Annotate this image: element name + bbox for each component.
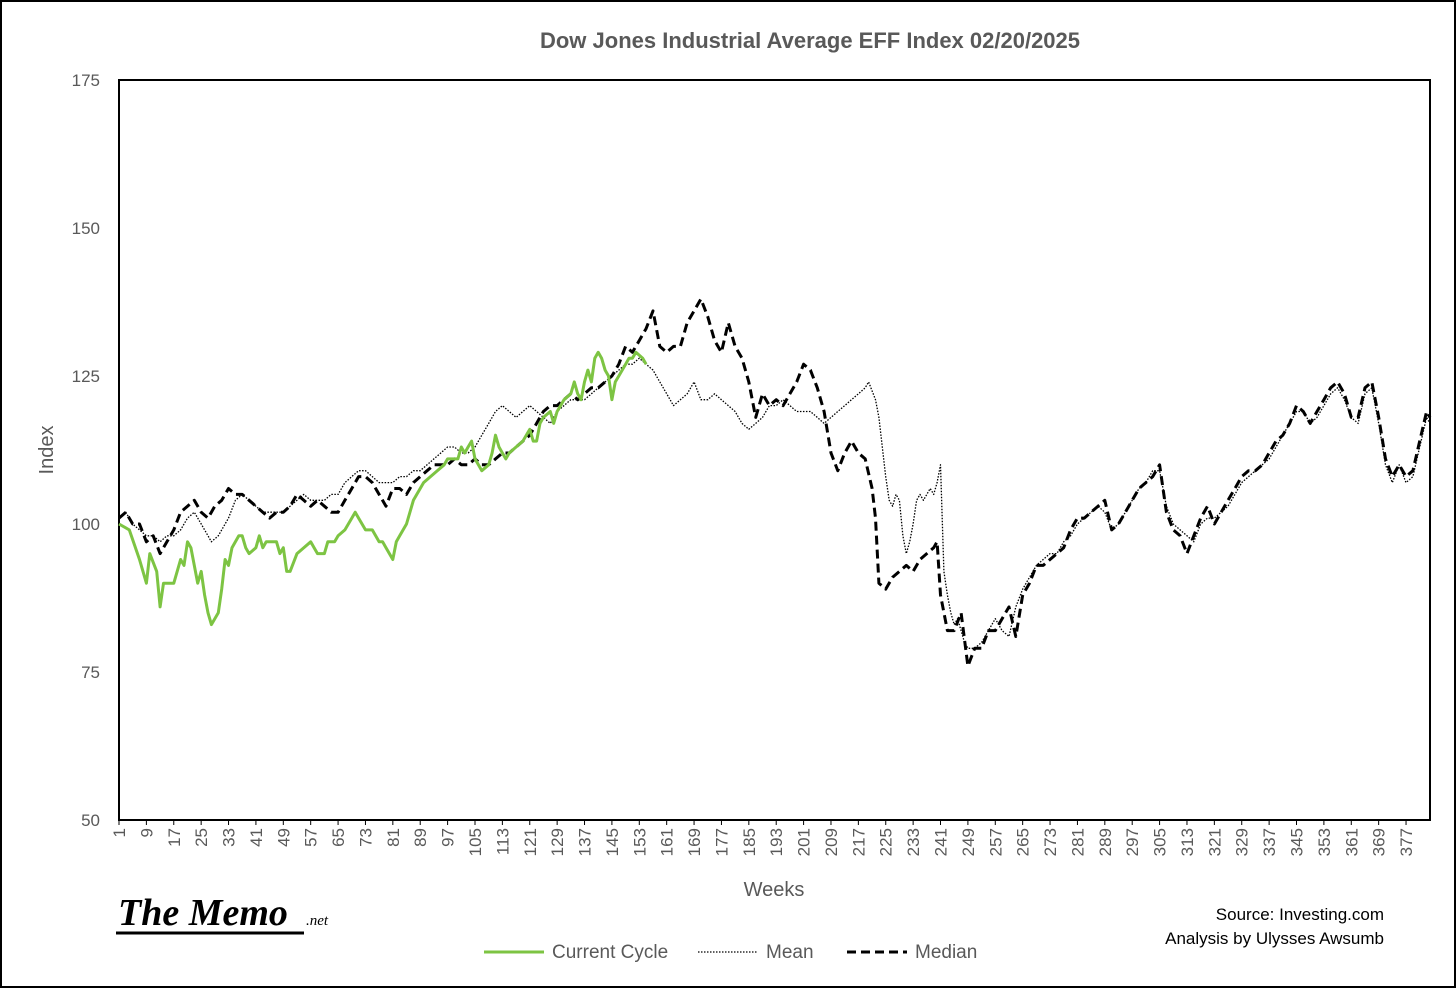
y-tick-label: 50: [81, 811, 100, 830]
x-tick-label: 225: [877, 828, 896, 856]
x-tick-label: 113: [493, 828, 512, 855]
legend-label: Mean: [766, 942, 814, 963]
x-tick-label: 169: [685, 828, 704, 856]
x-tick-label: 313: [1178, 828, 1197, 856]
x-tick-label: 201: [795, 828, 814, 856]
analysis-credit: Analysis by Ulysses Awsumb: [1165, 929, 1384, 948]
x-axis-ticks: 1 9 17 25 33 41 49 57 65 73 81 89 97 105 113 121 129 137 1…: [110, 820, 1416, 856]
legend: Current Cycle Mean Median: [484, 942, 977, 963]
brand-logo: The Memo .net: [116, 892, 329, 935]
source-text: Source: Investing.com: [1216, 905, 1384, 924]
legend-label: Current Cycle: [552, 942, 668, 963]
x-tick-label: 41: [247, 828, 266, 847]
x-tick-label: 217: [849, 828, 868, 856]
x-tick-label: 273: [1041, 828, 1060, 856]
x-tick-label: 105: [466, 828, 485, 856]
series-line-median: [118, 297, 1432, 668]
chart-title: Dow Jones Industrial Average EFF Index 0…: [540, 28, 1080, 53]
x-tick-label: 121: [521, 828, 540, 856]
y-tick-label: 150: [72, 219, 100, 238]
brand-suffix: .net: [306, 913, 329, 929]
x-tick-label: 9: [137, 828, 156, 837]
y-tick-label: 75: [81, 663, 100, 682]
x-tick-label: 321: [1205, 828, 1224, 856]
x-tick-label: 81: [384, 828, 403, 847]
brand-name: The Memo: [118, 892, 288, 934]
legend-label: Median: [915, 942, 977, 963]
x-tick-label: 25: [192, 828, 211, 847]
x-tick-label: 89: [411, 828, 430, 847]
x-tick-label: 337: [1260, 828, 1279, 856]
x-tick-label: 377: [1397, 828, 1416, 856]
x-tick-label: 265: [1014, 828, 1033, 856]
x-tick-label: 289: [1096, 828, 1115, 856]
x-tick-label: 241: [932, 828, 951, 856]
x-tick-label: 249: [959, 828, 978, 856]
series-line-current-cycle: [118, 350, 648, 627]
x-tick-label: 281: [1068, 828, 1087, 856]
series-line-mean: [118, 357, 1431, 649]
x-tick-label: 193: [767, 828, 786, 856]
x-tick-label: 1: [110, 828, 129, 837]
y-tick-label: 125: [72, 367, 100, 386]
x-tick-label: 177: [712, 828, 731, 856]
x-tick-label: 305: [1151, 828, 1170, 856]
x-tick-label: 65: [329, 828, 348, 847]
x-tick-label: 129: [548, 828, 567, 856]
x-tick-label: 361: [1342, 828, 1361, 856]
x-tick-label: 353: [1315, 828, 1334, 856]
x-tick-label: 329: [1233, 828, 1252, 856]
x-tick-label: 17: [165, 828, 184, 847]
x-axis-label: Weeks: [744, 879, 805, 901]
x-tick-label: 161: [658, 828, 677, 856]
x-tick-label: 297: [1123, 828, 1142, 856]
x-tick-label: 185: [740, 828, 759, 856]
x-tick-label: 33: [220, 828, 239, 847]
y-axis-label: Index: [36, 426, 58, 475]
y-tick-label: 100: [72, 515, 100, 534]
x-tick-label: 233: [904, 828, 923, 856]
x-tick-label: 137: [576, 828, 595, 856]
x-tick-label: 369: [1370, 828, 1389, 856]
x-tick-label: 97: [439, 828, 458, 847]
x-tick-label: 73: [356, 828, 375, 847]
x-tick-label: 209: [822, 828, 841, 856]
series-layer: [118, 297, 1432, 668]
x-tick-label: 57: [302, 828, 321, 847]
x-tick-label: 257: [986, 828, 1005, 856]
x-tick-label: 153: [630, 828, 649, 856]
x-tick-label: 345: [1288, 828, 1307, 856]
y-axis-ticks: 50 75 100 125 150 175: [72, 71, 100, 830]
x-tick-label: 145: [603, 828, 622, 856]
plot-area: [118, 79, 1431, 821]
x-tick-label: 49: [274, 828, 293, 847]
y-tick-label: 175: [72, 71, 100, 90]
